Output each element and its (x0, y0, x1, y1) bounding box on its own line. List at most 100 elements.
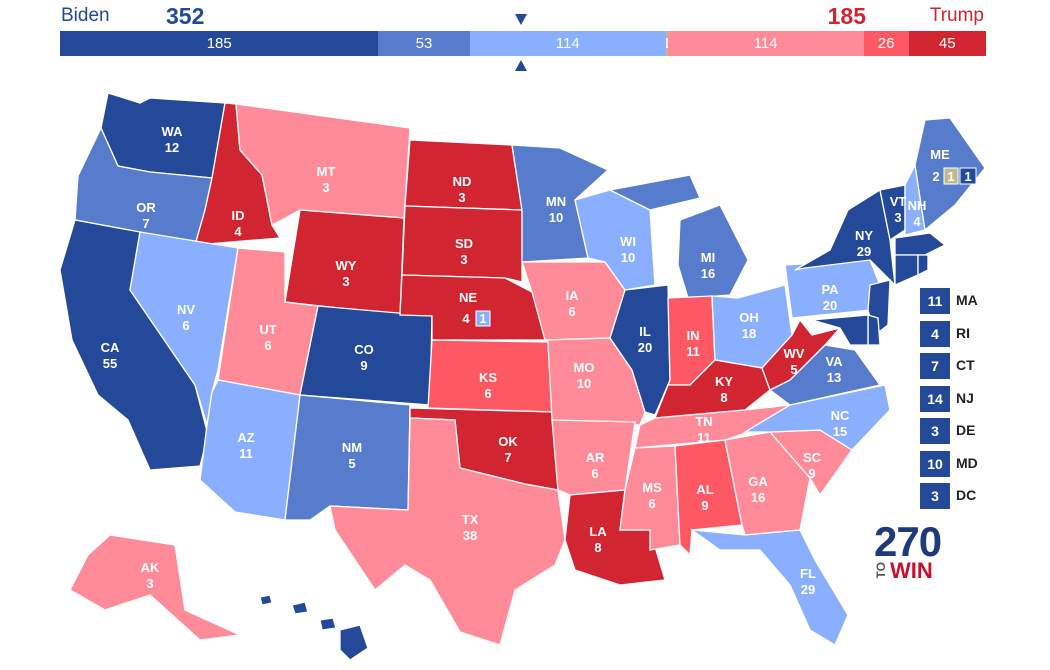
small-state-NJ[interactable]: 14 NJ (920, 385, 1050, 412)
state-ev-NC: 15 (833, 424, 847, 439)
state-label-OH: OH (739, 310, 759, 325)
state-HI[interactable] (259, 594, 369, 661)
state-label-TX: TX (462, 512, 479, 527)
small-state-abbr: NJ (956, 389, 974, 406)
state-label-MT: MT (317, 164, 336, 179)
state-ev-AZ: 11 (239, 446, 253, 461)
state-label-NM: NM (342, 440, 362, 455)
state-label-VT: VT (890, 194, 907, 209)
state-label-HI: HI (316, 630, 329, 645)
small-state-abbr: DE (956, 422, 976, 438)
state-ev-MO: 10 (577, 376, 591, 391)
state-ev-PA: 20 (823, 298, 837, 313)
biden-total: 352 (166, 3, 205, 29)
270towin-logo[interactable]: 270 TO WIN (874, 518, 944, 583)
state-AK[interactable] (69, 534, 243, 641)
state-label-AR: AR (586, 450, 605, 465)
ev-bar-segment: 53 (378, 31, 470, 56)
ev-bar-segment: 45 (908, 31, 986, 56)
state-ev-SC: 9 (808, 466, 815, 481)
ev-bar-segment: 26 (863, 31, 909, 56)
ev-bar-segment: 114 (667, 31, 864, 56)
me-cd1-box[interactable] (943, 167, 959, 185)
small-state-ev-box[interactable]: 10 (920, 450, 950, 477)
state-CT[interactable] (894, 254, 919, 286)
state-ev-MT: 3 (322, 180, 329, 195)
logo-win: WIN (890, 558, 933, 583)
state-NE[interactable] (399, 274, 551, 341)
small-state-ev-box[interactable]: 4 (920, 320, 950, 347)
state-ev-OH: 18 (742, 326, 756, 341)
state-label-KS: KS (479, 370, 497, 385)
state-label-IL: IL (639, 324, 651, 339)
state-ev-OR: 7 (142, 216, 149, 231)
small-state-ev-box[interactable]: 14 (920, 385, 950, 412)
state-label-WV: WV (784, 346, 805, 361)
state-ev-OK: 7 (504, 450, 511, 465)
small-state-abbr: CT (956, 357, 975, 373)
state-ev-ID: 4 (234, 224, 242, 239)
state-ev-KY: 8 (720, 390, 727, 405)
ne-cd2-box[interactable] (475, 310, 491, 327)
state-label-WI: WI (620, 234, 636, 249)
state-label-WA: WA (162, 124, 184, 139)
state-label-ID: ID (232, 208, 245, 223)
state-label-NH: NH (908, 198, 927, 213)
state-label-KY: KY (715, 374, 733, 389)
state-label-AK: AK (141, 560, 160, 575)
state-ev-NV: 6 (182, 318, 189, 333)
state-label-MN: MN (546, 194, 566, 209)
small-state-ev-box[interactable]: 3 (920, 483, 950, 509)
state-ev-WI: 10 (621, 250, 635, 265)
state-ev-MI: 16 (701, 266, 715, 281)
small-state-ev-box[interactable]: 7 (920, 353, 950, 379)
state-label-CO: CO (354, 342, 374, 357)
state-label-IN: IN (687, 328, 700, 343)
small-state-DC[interactable]: 3 DC (920, 483, 1050, 509)
small-state-RI[interactable]: 4 RI (920, 320, 1050, 347)
state-MA[interactable] (894, 232, 947, 256)
state-DE[interactable] (867, 314, 881, 346)
me-cd2-label: 1 (964, 169, 971, 184)
state-ev-AK: 3 (146, 576, 153, 591)
small-state-MA[interactable]: 11 MA (920, 288, 1050, 314)
state-ev-WV: 5 (790, 362, 797, 377)
state-label-WY: WY (336, 258, 357, 273)
state-label-PA: PA (821, 282, 839, 297)
small-state-abbr: RI (956, 324, 970, 341)
trump-name: Trump (929, 5, 984, 26)
state-label-GA: GA (748, 474, 768, 489)
state-label-SC: SC (803, 450, 822, 465)
me-cd1-label: 1 (947, 169, 954, 184)
state-ev-ND: 3 (458, 190, 465, 205)
state-MD[interactable] (811, 314, 869, 346)
state-MI[interactable] (607, 174, 749, 299)
state-label-OR: OR (136, 200, 156, 215)
state-TX[interactable] (329, 417, 566, 646)
small-state-DE[interactable]: 3 DE (920, 418, 1050, 444)
state-FL[interactable] (689, 529, 849, 646)
small-state-ev-box[interactable]: 11 (920, 288, 950, 314)
state-label-LA: LA (589, 524, 607, 539)
state-label-SD: SD (455, 236, 473, 251)
state-ev-IL: 20 (638, 340, 652, 355)
state-ev-IN: 11 (686, 344, 700, 359)
ev-bar-segment: 1 (665, 31, 668, 56)
small-state-abbr: DC (956, 487, 977, 503)
logo-to: TO (874, 562, 888, 579)
state-ev-FL: 29 (801, 582, 815, 597)
me-cd2-box[interactable] (959, 167, 977, 185)
state-label-CA: CA (101, 340, 120, 355)
state-ev-IA: 6 (568, 304, 575, 319)
state-label-UT: UT (259, 322, 276, 337)
state-ev-KS: 6 (484, 386, 491, 401)
small-state-CT[interactable]: 7 CT (920, 353, 1050, 379)
state-RI[interactable] (917, 254, 929, 277)
small-state-MD[interactable]: 10 MD (920, 450, 1050, 477)
small-state-ev-box[interactable]: 3 (920, 418, 950, 444)
state-label-NV: NV (177, 302, 195, 317)
state-label-MS: MS (642, 480, 662, 495)
state-SD[interactable] (401, 205, 523, 283)
state-ev-AL: 9 (701, 498, 708, 513)
state-label-IA: IA (566, 288, 580, 303)
